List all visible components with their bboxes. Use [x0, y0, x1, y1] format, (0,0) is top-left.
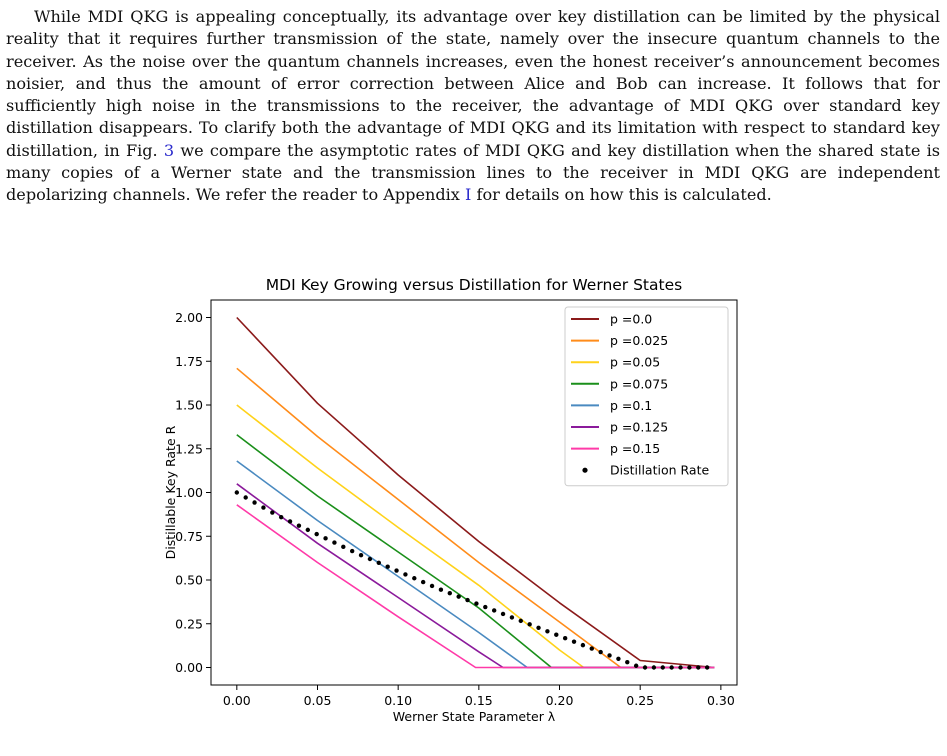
distillation-rate-point — [474, 601, 479, 606]
legend-label: p =0.05 — [610, 355, 660, 370]
y-tick-label: 2.00 — [175, 310, 203, 325]
distillation-rate-point — [385, 564, 390, 569]
distillation-rate-point — [323, 536, 328, 541]
distillation-rate-point — [376, 560, 382, 566]
distillation-rate-point — [234, 490, 240, 495]
distillation-rate-point — [252, 500, 257, 505]
x-axis-label: Werner State Parameter λ — [393, 709, 556, 724]
distillation-rate-point — [625, 659, 630, 665]
x-tick-label: 0.05 — [304, 693, 332, 708]
distillation-rate-point — [305, 527, 311, 533]
y-axis-label: Distillable Key Rate R — [163, 425, 178, 559]
x-tick-label: 0.10 — [384, 693, 412, 708]
distillation-rate-point — [518, 618, 523, 624]
distillation-rate-point — [509, 615, 515, 620]
distillation-rate-point — [527, 622, 532, 627]
distillation-rate-point — [678, 665, 683, 670]
distillation-rate-point — [278, 514, 284, 520]
distillation-rate-point — [438, 587, 444, 592]
distillation-rate-point — [642, 665, 648, 670]
paragraph-text-part2: we compare the asymptotic rates of MDI Q… — [6, 140, 941, 205]
distillation-rate-point — [261, 505, 266, 510]
distillation-rate-point — [687, 665, 692, 670]
distillation-rate-point — [483, 604, 488, 610]
paragraph-text-part1: While MDI QKG is appealing conceptually,… — [6, 7, 940, 160]
x-tick-label: 0.25 — [626, 693, 654, 708]
legend-label: p =0.15 — [610, 441, 660, 456]
distillation-rate-point — [341, 544, 346, 550]
distillation-rate-point — [545, 629, 550, 634]
distillation-rate-point — [704, 665, 710, 670]
legend-label: Distillation Rate — [610, 463, 709, 478]
distillation-rate-point — [607, 653, 612, 658]
distillation-rate-point — [403, 572, 408, 577]
distillation-rate-point — [243, 495, 248, 500]
legend-box — [564, 306, 729, 487]
distillation-rate-point — [420, 579, 426, 585]
distillation-rate-point — [616, 656, 621, 661]
distillation-rate-point — [465, 597, 470, 603]
distillation-rate-point — [589, 646, 594, 651]
distillation-rate-point — [270, 510, 275, 515]
distillation-rate-point — [358, 552, 364, 558]
appendix-reference-link[interactable]: I — [465, 185, 472, 205]
legend-swatch-dot — [582, 467, 588, 473]
body-paragraph: While MDI QKG is appealing conceptually,… — [6, 6, 940, 207]
figure-chart: MDI Key Growing versus Distillation for … — [163, 276, 738, 724]
y-tick-label: 1.25 — [175, 441, 203, 456]
legend-label: p =0.125 — [610, 420, 668, 435]
distillation-rate-point — [633, 663, 639, 668]
distillation-rate-point — [571, 639, 577, 644]
y-tick-label: 1.50 — [175, 398, 203, 413]
legend-label: p =0.1 — [610, 398, 652, 413]
distillation-rate-point — [554, 632, 559, 637]
distillation-rate-point — [349, 548, 355, 554]
distillation-rate-point — [491, 608, 497, 613]
distillation-rate-point — [367, 556, 373, 562]
x-tick-label: 0.00 — [223, 693, 251, 708]
distillation-rate-point — [447, 590, 452, 596]
distillation-rate-point — [660, 665, 665, 670]
distillation-rate-point — [287, 519, 293, 524]
chart-title: MDI Key Growing versus Distillation for … — [266, 276, 682, 294]
distillation-rate-point — [696, 665, 701, 670]
series-line-p0-1 — [236, 460, 715, 669]
legend-label: p =0.075 — [610, 376, 668, 391]
distillation-rate-point — [332, 540, 337, 545]
x-tick-label: 0.15 — [465, 693, 493, 708]
y-tick-label: 0.25 — [175, 616, 203, 631]
distillation-rate-point — [429, 583, 435, 589]
y-tick-label: 1.75 — [175, 354, 203, 369]
figure-caption-cutoff — [6, 737, 940, 756]
y-tick-label: 0.00 — [175, 660, 203, 675]
distillation-rate-point — [562, 636, 568, 641]
distillation-rate-point — [412, 576, 417, 581]
distillation-rate-point — [456, 594, 461, 599]
figure-reference-link[interactable]: 3 — [163, 140, 175, 160]
distillation-rate-point — [536, 625, 541, 631]
distillation-rate-point — [669, 665, 674, 670]
legend-label: p =0.025 — [610, 333, 668, 348]
x-tick-label: 0.20 — [546, 693, 574, 708]
distillation-rate-point — [651, 665, 657, 670]
distillation-rate-point — [500, 611, 506, 617]
series-line-p0-125 — [236, 483, 715, 669]
distillation-rate-point — [296, 523, 302, 528]
y-tick-label: 0.75 — [175, 529, 203, 544]
series-line-p0-0 — [236, 316, 715, 669]
paragraph-text-part3: for details on how this is calculated. — [471, 185, 772, 205]
y-tick-label: 0.50 — [175, 573, 203, 588]
series-line-p0-15 — [236, 504, 715, 669]
x-tick-label: 0.30 — [707, 693, 735, 708]
y-tick-label: 1.00 — [175, 485, 203, 500]
distillation-rate-point — [314, 531, 319, 537]
distillation-rate-point — [598, 649, 603, 655]
distillation-rate-point — [580, 642, 586, 648]
distillation-rate-point — [394, 568, 399, 573]
legend-label: p =0.0 — [610, 312, 652, 327]
